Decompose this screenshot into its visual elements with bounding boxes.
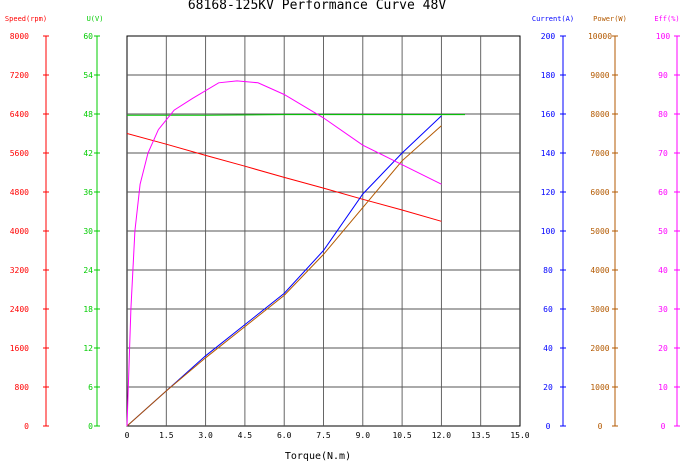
voltage-tick-label: 42	[83, 149, 93, 158]
power-tick-label: 4000	[590, 266, 609, 275]
power-series-line	[126, 125, 442, 427]
power-tick-label: 5000	[590, 227, 609, 236]
x-tick-label: 7.5	[316, 431, 331, 440]
speed-tick-label: 7200	[10, 71, 29, 80]
voltage-series-line	[127, 114, 465, 116]
eff-series-line	[126, 80, 442, 427]
current-tick-label: 60	[543, 305, 553, 314]
x-tick-label: 0	[125, 431, 130, 440]
current-tick-label: 120	[541, 188, 556, 197]
axes: 0800160024003200400048005600640072008000…	[5, 15, 680, 431]
x-tick-label: 6.0	[277, 431, 292, 440]
power-tick-label: 7000	[590, 149, 609, 158]
x-tick-label: 10.5	[392, 431, 411, 440]
chart-title: 68168-125KV Performance Curve 48V	[188, 0, 446, 13]
speed-series-line	[126, 133, 442, 222]
voltage-tick-label: 54	[83, 71, 93, 80]
x-tick-labels: 0 1.5 3.0 4.5 6.0 7.5 9.0 10.5 12.0 13.5 15.0	[125, 431, 530, 440]
power-tick-label: 6000	[590, 188, 609, 197]
current-tick-label: 0	[546, 422, 551, 431]
current-tick-label: 100	[541, 227, 556, 236]
eff-tick-label: 70	[658, 149, 668, 158]
eff-tick-label: 80	[658, 110, 668, 119]
voltage-tick-label: 30	[83, 227, 93, 236]
x-tick-label: 12.0	[432, 431, 451, 440]
power-tick-label: 10000	[588, 32, 612, 41]
speed-tick-label: 4000	[10, 227, 29, 236]
power-tick-label: 3000	[590, 305, 609, 314]
current-tick-label: 140	[541, 149, 556, 158]
power-tick-label: 2000	[590, 344, 609, 353]
speed-tick-label: 5600	[10, 149, 29, 158]
voltage-tick-label: 0	[88, 422, 93, 431]
speed-tick-label: 2400	[10, 305, 29, 314]
speed-tick-label: 800	[15, 383, 30, 392]
current-series-line	[126, 115, 442, 427]
eff-tick-label: 20	[658, 344, 668, 353]
eff-tick-label: 50	[658, 227, 668, 236]
speed-tick-label: 8000	[10, 32, 29, 41]
speed-tick-label: 1600	[10, 344, 29, 353]
power-axis-label: Power(W)	[593, 15, 627, 23]
current-tick-label: 200	[541, 32, 556, 41]
eff-tick-label: 10	[658, 383, 668, 392]
eff-axis-label: Eff(%)	[654, 15, 679, 23]
eff-tick-label: 40	[658, 266, 668, 275]
power-tick-label: 0	[598, 422, 603, 431]
power-tick-label: 9000	[590, 71, 609, 80]
x-tick-label: 4.5	[238, 431, 253, 440]
voltage-tick-label: 48	[83, 110, 93, 119]
voltage-tick-label: 12	[83, 344, 93, 353]
eff-tick-label: 30	[658, 305, 668, 314]
x-tick-label: 3.0	[198, 431, 213, 440]
x-tick-label: 15.0	[510, 431, 529, 440]
speed-tick-label: 4800	[10, 188, 29, 197]
voltage-tick-label: 24	[83, 266, 93, 275]
speed-tick-label: 6400	[10, 110, 29, 119]
x-axis-label: Torque(N.m)	[285, 451, 351, 462]
voltage-axis-label: U(V)	[87, 15, 104, 23]
current-tick-label: 160	[541, 110, 556, 119]
power-tick-label: 8000	[590, 110, 609, 119]
x-tick-label: 13.5	[471, 431, 490, 440]
speed-tick-label: 3200	[10, 266, 29, 275]
x-tick-label: 1.5	[159, 431, 174, 440]
eff-tick-label: 90	[658, 71, 668, 80]
speed-tick-label: 0	[24, 422, 29, 431]
voltage-tick-label: 6	[88, 383, 93, 392]
voltage-tick-label: 36	[83, 188, 93, 197]
current-axis-label: Current(A)	[532, 15, 574, 23]
current-tick-label: 80	[543, 266, 553, 275]
series-lines	[126, 80, 465, 427]
major-grid	[126, 35, 521, 427]
speed-axis-label: Speed(rpm)	[5, 15, 47, 23]
current-tick-label: 20	[543, 383, 553, 392]
current-tick-label: 180	[541, 71, 556, 80]
voltage-tick-label: 18	[83, 305, 93, 314]
eff-tick-label: 60	[658, 188, 668, 197]
current-tick-label: 40	[543, 344, 553, 353]
power-tick-label: 1000	[590, 383, 609, 392]
x-tick-label: 9.0	[356, 431, 371, 440]
eff-tick-label: 100	[656, 32, 671, 41]
voltage-tick-label: 60	[83, 32, 93, 41]
eff-tick-label: 0	[661, 422, 666, 431]
